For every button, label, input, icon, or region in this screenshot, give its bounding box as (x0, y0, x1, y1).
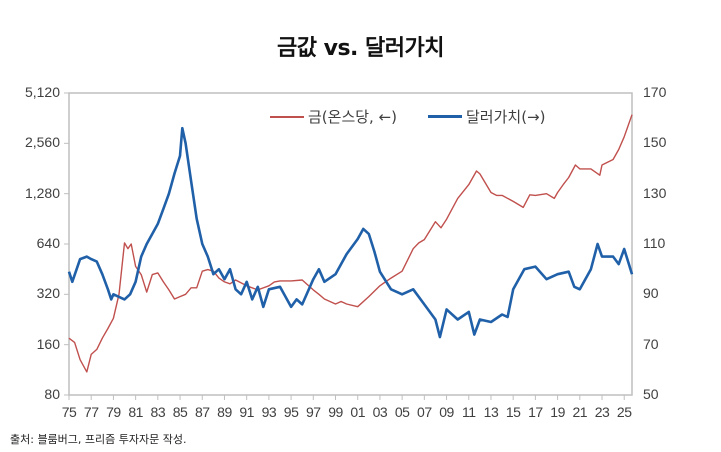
gold-swatch (270, 115, 304, 118)
x-tick: 03 (372, 404, 388, 420)
x-tick: 05 (394, 404, 410, 420)
x-tick: 89 (217, 404, 232, 420)
dollar-index-line (67, 126, 634, 339)
left-y-tick: 640 (36, 235, 60, 251)
legend-gold: 금(온스당, ←) (270, 106, 397, 127)
x-tick: 75 (61, 404, 77, 420)
x-tick: 25 (616, 404, 632, 420)
dollar-swatch (428, 115, 462, 118)
x-tick: 09 (439, 404, 454, 420)
gold-price-line (68, 114, 633, 373)
right-y-tick: 150 (643, 134, 667, 151)
left-y-tick: 5,120 (24, 84, 60, 100)
x-tick: 99 (328, 404, 343, 420)
x-tick: 81 (128, 404, 143, 420)
x-tick: 07 (417, 404, 432, 420)
x-tick: 11 (461, 404, 476, 420)
legend-dollar: 달러가치(→) (428, 106, 545, 127)
x-tick: 23 (594, 404, 610, 420)
x-tick: 95 (283, 404, 299, 420)
right-y-tick: 170 (643, 84, 667, 100)
x-tick: 91 (239, 404, 254, 420)
x-tick: 15 (505, 404, 521, 420)
x-tick: 17 (528, 404, 543, 420)
x-tick: 21 (572, 404, 588, 420)
x-tick: 85 (172, 404, 188, 420)
right-y-tick: 70 (643, 335, 659, 352)
source-note: 출처: 블룸버그, 프리즘 투자자문 작성. (10, 433, 187, 446)
x-tick: 13 (483, 404, 499, 420)
x-tick: 77 (83, 404, 99, 420)
x-tick: 87 (194, 404, 210, 420)
x-tick: 79 (106, 404, 121, 420)
x-tick: 83 (150, 404, 166, 420)
left-y-tick: 160 (36, 335, 60, 352)
left-y-tick: 80 (44, 386, 60, 402)
legend-dollar-label: 달러가치(→) (466, 108, 546, 126)
axis-ticks (64, 92, 625, 400)
chart-title: 금값 vs. 달러가치 (276, 36, 445, 61)
x-tick: 93 (261, 404, 277, 420)
right-y-tick: 110 (643, 235, 666, 251)
right-y-tick: 90 (643, 285, 659, 302)
legend-gold-label: 금(온스당, ←) (308, 108, 398, 126)
x-tick: 01 (350, 404, 365, 420)
plot-frame (68, 92, 633, 396)
right-y-tick: 50 (643, 386, 659, 402)
x-tick: 97 (306, 404, 321, 420)
x-tick: 19 (550, 404, 565, 420)
left-y-tick: 1,280 (24, 184, 60, 201)
left-y-tick: 320 (36, 285, 60, 302)
right-y-tick: 130 (643, 184, 667, 201)
left-y-tick: 2,560 (24, 134, 60, 151)
